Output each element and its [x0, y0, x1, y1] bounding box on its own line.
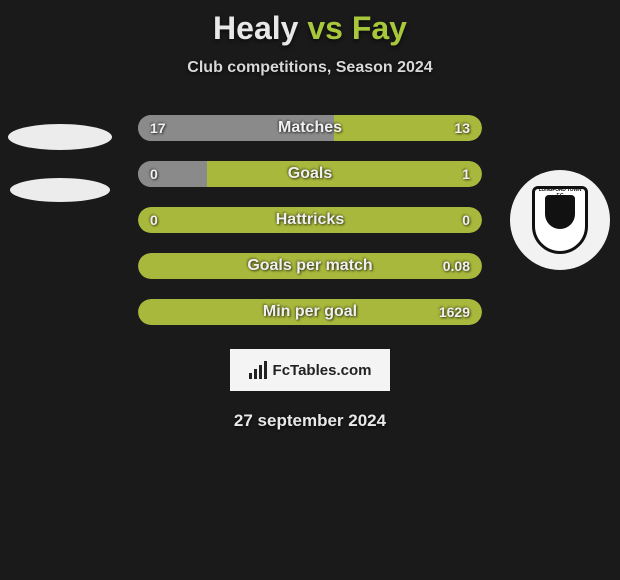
- subtitle: Club competitions, Season 2024: [0, 59, 620, 77]
- comparison-infographic: Healy vs Fay Club competitions, Season 2…: [0, 0, 620, 580]
- ellipse-shape-icon: [8, 124, 112, 150]
- bar-value-right: 1: [462, 161, 470, 187]
- stat-bar-row: 0Hattricks0: [138, 207, 482, 233]
- brand-box: FcTables.com: [230, 349, 390, 391]
- brand-text: FcTables.com: [273, 362, 372, 379]
- bar-label: Min per goal: [138, 299, 482, 325]
- crest-inner-icon: [545, 195, 575, 229]
- vs-label: vs: [307, 10, 343, 46]
- stat-bar-row: Min per goal1629: [138, 299, 482, 325]
- bar-label: Matches: [138, 115, 482, 141]
- bar-chart-icon: [249, 361, 267, 379]
- ellipse-shape-icon: [10, 178, 110, 202]
- bar-label: Hattricks: [138, 207, 482, 233]
- team-badge-right: LONGFORD TOWN F.C: [510, 170, 610, 270]
- date-label: 27 september 2024: [0, 411, 620, 431]
- stat-bar-row: Goals per match0.08: [138, 253, 482, 279]
- bar-value-right: 13: [454, 115, 470, 141]
- bar-value-right: 1629: [439, 299, 470, 325]
- player1-name: Healy: [213, 10, 298, 46]
- stat-bar-row: 17Matches13: [138, 115, 482, 141]
- bar-label: Goals per match: [138, 253, 482, 279]
- bar-value-right: 0: [462, 207, 470, 233]
- crest-text: LONGFORD TOWN F.C: [535, 187, 585, 199]
- stat-bar-row: 0Goals1: [138, 161, 482, 187]
- bar-label: Goals: [138, 161, 482, 187]
- crest-shield-icon: LONGFORD TOWN F.C: [532, 186, 588, 254]
- crest-circle-icon: LONGFORD TOWN F.C: [510, 170, 610, 270]
- team-badge-left: [10, 110, 110, 210]
- stat-bars: 17Matches130Goals10Hattricks0Goals per m…: [138, 115, 482, 325]
- bar-value-right: 0.08: [443, 253, 470, 279]
- page-title: Healy vs Fay: [0, 0, 620, 47]
- player2-name: Fay: [352, 10, 407, 46]
